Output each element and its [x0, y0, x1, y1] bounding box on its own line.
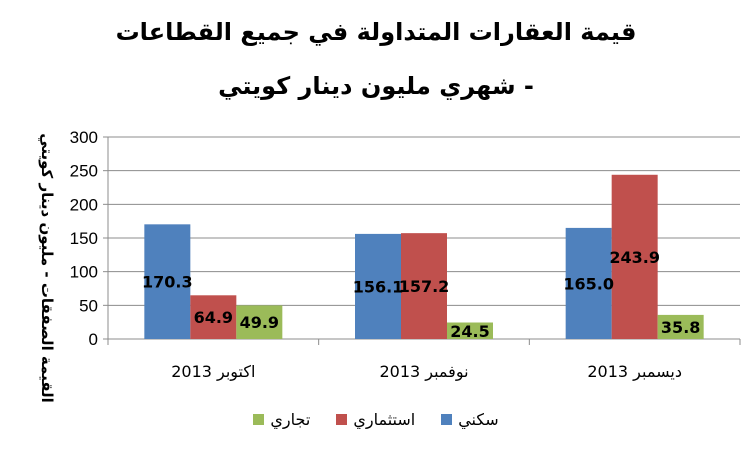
legend-item: استثماري	[336, 410, 415, 429]
bar	[447, 322, 493, 339]
y-axis-title: القيمة الصفقات - مليون دينار كويتي	[38, 133, 56, 403]
data-label: 35.8	[661, 318, 700, 337]
x-tick-label: اكتوبر 2013	[171, 362, 255, 382]
x-tick-label: نوفمبر 2013	[379, 362, 468, 382]
bar	[565, 227, 612, 339]
legend-swatch	[253, 414, 265, 425]
data-label: 49.9	[240, 313, 279, 332]
bar	[355, 233, 401, 339]
y-tick-label: 200	[70, 195, 98, 214]
bar	[611, 174, 658, 339]
x-tick-label: ديسمبر 2013	[587, 362, 682, 382]
y-tick-label: 300	[70, 128, 98, 147]
data-label: 64.9	[194, 308, 233, 327]
legend-item: تجاري	[253, 410, 310, 429]
data-label: 157.2	[399, 277, 450, 296]
data-label: 24.5	[450, 322, 489, 341]
bar	[144, 224, 191, 339]
legend-swatch	[336, 414, 348, 425]
chart-legend: سكني استثماري تجاري	[0, 410, 752, 429]
legend-label: سكني	[458, 410, 499, 429]
y-tick-label: 150	[70, 229, 98, 248]
legend-label: تجاري	[270, 410, 311, 429]
data-label: 165.0	[563, 274, 614, 293]
y-tick-label: 0	[89, 330, 98, 349]
y-tick-label: 100	[70, 263, 98, 282]
bar	[190, 295, 237, 339]
legend-item: سكني	[441, 410, 499, 429]
bar	[401, 233, 447, 339]
data-label: 156.1	[353, 277, 404, 296]
legend-swatch	[441, 414, 453, 425]
chart-title-line-1: قيمة العقارات المتداولة في جميع القطاعات	[115, 18, 637, 46]
legend-label: استثماري	[353, 410, 416, 429]
y-tick-label: 50	[79, 296, 98, 315]
data-label: 170.3	[142, 273, 193, 292]
chart-title-line-2: - شهري مليون دينار كويتي	[218, 72, 534, 100]
bar	[657, 314, 704, 339]
data-label: 243.9	[609, 248, 660, 267]
bar	[236, 305, 283, 339]
y-tick-label: 250	[70, 162, 98, 181]
